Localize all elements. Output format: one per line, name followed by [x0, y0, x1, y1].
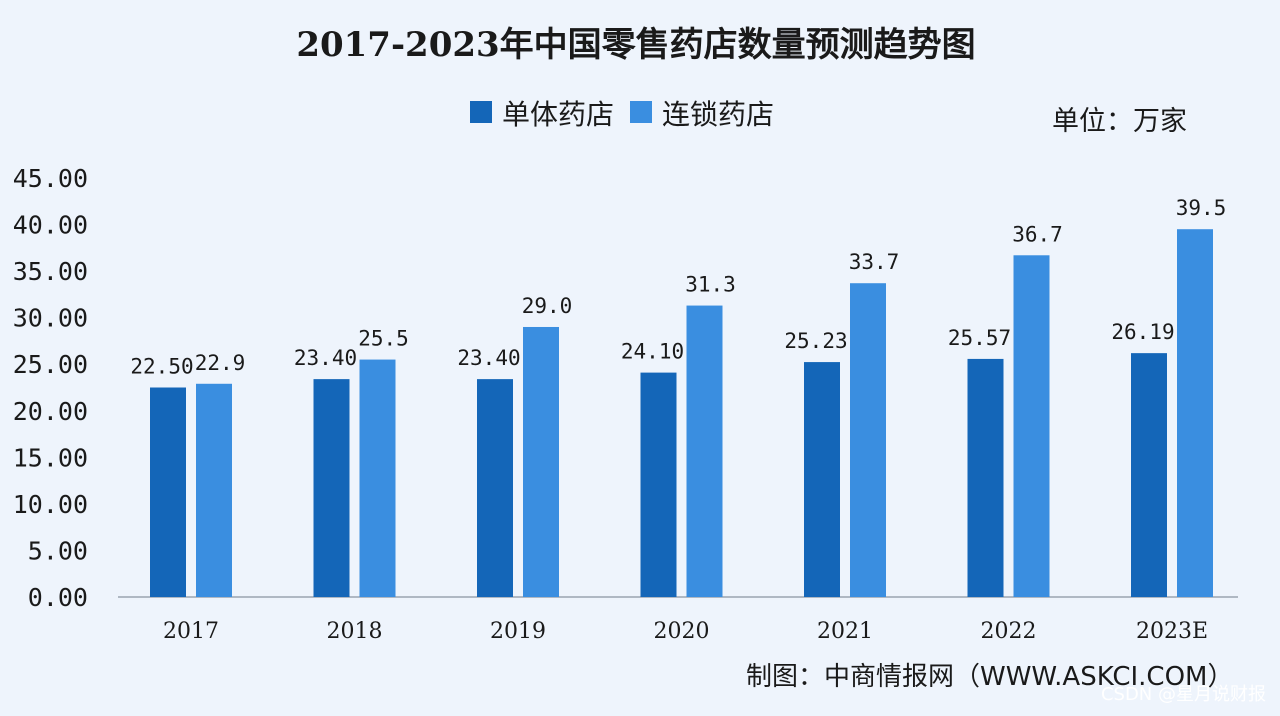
- bars: [150, 229, 1213, 597]
- x-tick-label: 2020: [654, 619, 710, 644]
- data-label-single-store: 22.50: [130, 355, 193, 379]
- data-label-chain-store: 31.3: [685, 273, 736, 297]
- chart-title: 2017-2023年中国零售药店数量预测趋势图: [296, 25, 975, 65]
- x-tick-label: 2021: [817, 619, 873, 644]
- x-tick-label: 2018: [327, 619, 383, 644]
- x-tick-label: 2019: [490, 619, 546, 644]
- legend-label-chain: 连锁药店: [662, 98, 774, 131]
- data-label-chain-store: 29.0: [522, 294, 573, 318]
- data-labels: 22.50 22.9 23.4025.523.4029.024.1031.325.2…: [130, 196, 1226, 378]
- bar-single-store: [313, 379, 350, 597]
- data-label-single-store: 26.19: [1111, 320, 1174, 344]
- data-label-chain-store: 33.7: [849, 250, 900, 274]
- x-tick-label: 2017: [163, 619, 219, 644]
- y-tick-label: 35.00: [13, 257, 88, 286]
- data-label-single-store: 25.23: [784, 329, 847, 353]
- legend-label-single: 单体药店: [502, 98, 614, 131]
- y-tick-label: 0.00: [28, 583, 88, 612]
- bar-chain-store: [523, 326, 559, 597]
- y-tick-label: 25.00: [13, 350, 88, 379]
- data-label-single-store: 23.40: [457, 346, 520, 370]
- y-tick-label: 5.00: [28, 536, 88, 565]
- data-label-chain-store: 22.9: [195, 351, 246, 375]
- y-tick-label: 45.00: [13, 164, 88, 193]
- source-note: 制图：中商情报网（WWW.ASKCI.COM）: [746, 662, 1233, 692]
- y-tick-label: 15.00: [13, 443, 88, 472]
- bar-single-store: [150, 387, 186, 597]
- unit-label: 单位：万家: [1052, 106, 1187, 137]
- data-label-chain-store: 36.7: [1012, 222, 1063, 246]
- y-tick-label: 10.00: [13, 490, 88, 519]
- bar-chain-store: [1177, 229, 1213, 597]
- credit-watermark: CSDN @星月说财报: [1101, 684, 1266, 705]
- legend-swatch-single: [470, 101, 492, 123]
- x-tick-label: 2023E: [1136, 619, 1208, 644]
- bar-single-store: [1131, 353, 1167, 597]
- x-tick-label: 2022: [981, 619, 1037, 644]
- data-label-chain-store: 39.5: [1176, 196, 1227, 220]
- y-tick-label: 20.00: [13, 397, 88, 426]
- legend-swatch-chain: [630, 101, 652, 123]
- y-axis: 0.00 5.00 10.00 15.00 20.00 25.00 30.00 35.00 40…: [13, 164, 88, 612]
- bar-single-store: [640, 372, 677, 597]
- data-label-single-store: 25.57: [948, 326, 1011, 350]
- y-tick-label: 40.00: [13, 211, 88, 240]
- legend: 单体药店 连锁药店: [470, 98, 774, 131]
- bar-chain-store: [686, 305, 723, 597]
- bar-single-store: [804, 362, 840, 597]
- data-label-single-store: 24.10: [621, 340, 684, 364]
- bar-chain-store: [1013, 255, 1050, 597]
- bar-chain-store: [196, 383, 232, 597]
- data-label-single-store: 23.40: [294, 346, 357, 370]
- y-tick-label: 30.00: [13, 304, 88, 333]
- data-label-chain-store: 25.5: [358, 327, 409, 351]
- bar-chain-store: [850, 283, 886, 597]
- bar-single-store: [477, 379, 513, 597]
- x-axis: 2017 2018 2019 2020 2021 2022 2023E: [163, 619, 1208, 644]
- bar-single-store: [967, 358, 1004, 597]
- bar-chain-store: [359, 359, 396, 597]
